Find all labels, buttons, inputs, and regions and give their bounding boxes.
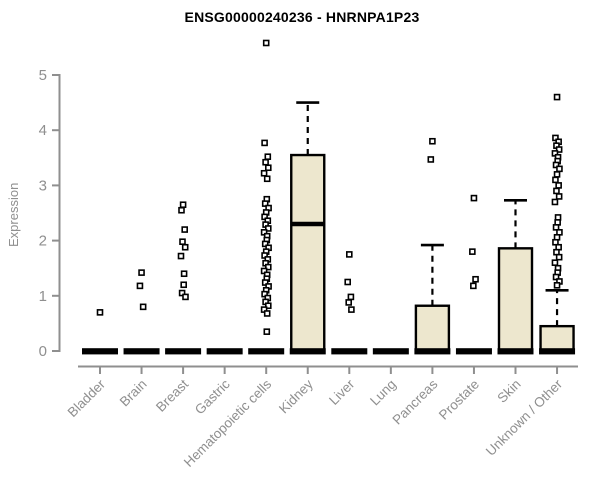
outlier-point bbox=[345, 251, 353, 258]
outlier-point bbox=[179, 201, 187, 209]
zero-median-bar bbox=[206, 348, 243, 355]
outlier-point bbox=[556, 165, 563, 173]
outlier-point bbox=[136, 282, 144, 290]
outlier-point bbox=[555, 253, 563, 261]
outlier-point bbox=[429, 137, 436, 145]
outlier-point bbox=[553, 187, 560, 195]
outlier-point bbox=[180, 281, 187, 289]
outlier-point bbox=[469, 248, 476, 255]
y-tick-label: 2 bbox=[39, 233, 47, 250]
zero-median-bar bbox=[289, 348, 326, 355]
y-tick-label: 1 bbox=[39, 288, 47, 305]
outlier-point bbox=[553, 171, 561, 178]
outlier-point bbox=[264, 153, 272, 160]
outlier-point bbox=[261, 240, 269, 248]
outlier-point bbox=[262, 158, 269, 166]
outlier-point bbox=[177, 252, 185, 260]
outlier-point bbox=[180, 270, 188, 278]
zero-median-bar bbox=[248, 348, 285, 355]
outlier-point bbox=[555, 193, 563, 200]
y-tick-label: 3 bbox=[39, 177, 47, 194]
outlier-point bbox=[470, 194, 478, 202]
outlier-point bbox=[472, 275, 479, 283]
outlier-point bbox=[263, 328, 271, 335]
zero-median-bar bbox=[539, 348, 576, 355]
zero-median-bar bbox=[123, 348, 160, 355]
outlier-point bbox=[260, 169, 268, 177]
zero-median-bar bbox=[372, 348, 409, 355]
outlier-point bbox=[264, 302, 272, 310]
zero-median-bar bbox=[82, 348, 118, 355]
outlier-point bbox=[552, 161, 560, 169]
outlier-point bbox=[264, 263, 272, 271]
outlier-point bbox=[263, 310, 271, 317]
outlier-point bbox=[181, 243, 189, 251]
chart-title: ENSG00000240236 - HNRNPA1P23 bbox=[184, 9, 420, 25]
box-skin bbox=[497, 247, 534, 353]
outlier-point bbox=[263, 175, 271, 183]
outlier-point bbox=[551, 259, 559, 266]
outlier-point bbox=[344, 278, 352, 286]
x-tick-label: Skin bbox=[494, 377, 523, 406]
outlier-point bbox=[261, 279, 269, 286]
outlier-point bbox=[262, 39, 270, 47]
outlier-point bbox=[138, 269, 145, 276]
x-tick-label: Lung bbox=[367, 377, 399, 409]
outlier-point bbox=[261, 139, 268, 147]
outlier-point bbox=[427, 156, 435, 163]
outlier-point bbox=[182, 293, 189, 301]
x-tick-label: Gastric bbox=[192, 376, 233, 417]
outlier-point bbox=[181, 226, 188, 233]
outlier-point bbox=[345, 299, 353, 306]
outlier-point bbox=[555, 182, 562, 189]
outlier-point bbox=[264, 164, 272, 172]
x-tick-label: Bladder bbox=[65, 376, 109, 420]
outlier-point bbox=[96, 309, 104, 316]
outlier-point bbox=[264, 225, 272, 232]
x-tick-label: Kidney bbox=[276, 376, 316, 416]
outlier-point bbox=[470, 282, 477, 290]
zero-median-bar bbox=[165, 348, 202, 355]
box-unknown-other bbox=[539, 324, 575, 353]
x-tick-label: Brain bbox=[117, 377, 150, 410]
outlier-point bbox=[553, 282, 561, 289]
outlier-point bbox=[348, 306, 355, 313]
x-tick-label: Prostate bbox=[436, 377, 482, 423]
x-tick-label: Breast bbox=[153, 376, 191, 414]
outlier-point bbox=[261, 200, 269, 207]
zero-median-bar bbox=[455, 348, 492, 355]
x-tick-label: Liver bbox=[326, 376, 358, 408]
outlier-point bbox=[551, 198, 559, 206]
zero-median-bar bbox=[497, 348, 534, 355]
y-tick-label: 5 bbox=[39, 67, 47, 84]
outlier-point bbox=[139, 303, 147, 311]
zero-median-bar bbox=[414, 348, 451, 355]
outlier-point bbox=[347, 293, 355, 301]
box-pancreas bbox=[414, 304, 451, 353]
box-kidney bbox=[290, 153, 326, 353]
y-tick-label: 4 bbox=[39, 122, 47, 139]
outlier-point bbox=[552, 224, 560, 231]
outlier-point bbox=[553, 93, 561, 101]
y-tick-label: 0 bbox=[39, 343, 47, 360]
zero-median-bar bbox=[331, 348, 368, 355]
outlier-point bbox=[552, 273, 560, 281]
outlier-point bbox=[179, 238, 186, 246]
outlier-point bbox=[178, 289, 186, 297]
x-tick-label: Unknown / Other bbox=[483, 376, 566, 459]
outlier-point bbox=[178, 206, 185, 214]
outlier-point bbox=[552, 176, 559, 184]
x-tick-label: Pancreas bbox=[390, 376, 441, 427]
outlier-point bbox=[555, 146, 563, 153]
